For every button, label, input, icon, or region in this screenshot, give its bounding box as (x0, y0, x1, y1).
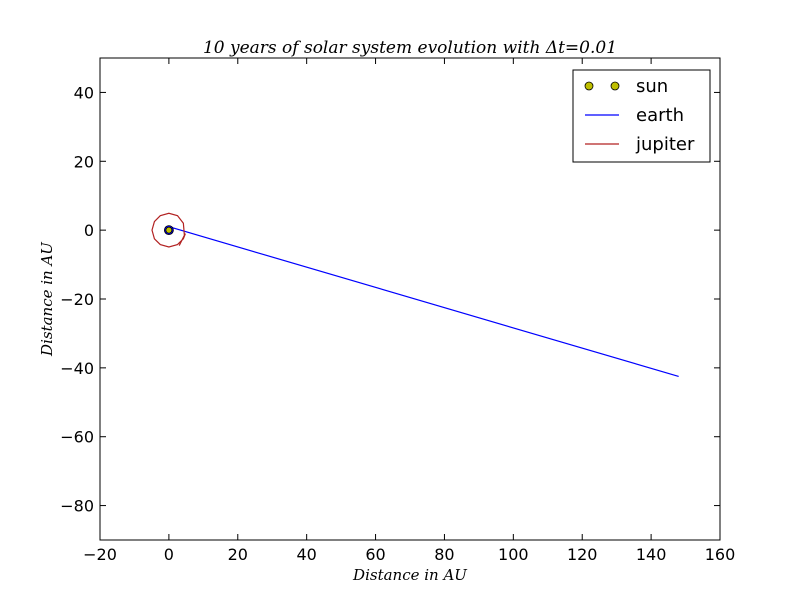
x-tick-label: 0 (164, 545, 174, 564)
y-axis-label: Distance in AU (38, 241, 56, 357)
x-tick-label: 60 (365, 545, 385, 564)
y-tick-label: −80 (60, 497, 94, 516)
jupiter-trajectory (151, 212, 186, 248)
y-tick-label: −60 (60, 428, 94, 447)
x-tick-label: 160 (705, 545, 736, 564)
sun-marker (165, 226, 173, 234)
x-axis-label: Distance in AU (352, 566, 468, 584)
legend: sun earth jupiter (572, 69, 711, 163)
y-tick-label: 0 (84, 221, 94, 240)
x-axis: −20 0 20 40 60 80 100 120 140 160 (83, 58, 735, 564)
legend-sun-marker (610, 81, 620, 91)
y-tick-label: 20 (74, 152, 94, 171)
legend-sun-label: sun (636, 76, 668, 97)
x-tick-label: −20 (83, 545, 117, 564)
x-tick-label: 40 (296, 545, 316, 564)
x-tick-label: 120 (567, 545, 598, 564)
legend-jupiter-label: jupiter (635, 134, 695, 155)
legend-earth-label: earth (636, 105, 684, 126)
x-tick-label: 80 (434, 545, 454, 564)
x-tick-label: 100 (498, 545, 529, 564)
legend-sun-marker (584, 81, 594, 91)
y-tick-label: 40 (74, 83, 94, 102)
y-tick-label: −40 (60, 359, 94, 378)
x-tick-label: 140 (636, 545, 667, 564)
y-axis: 40 20 0 −20 −40 −60 −80 (60, 83, 720, 516)
chart-title: 10 years of solar system evolution with … (203, 38, 617, 58)
x-tick-label: 20 (228, 545, 248, 564)
series-layer (151, 212, 679, 378)
legend-frame (572, 69, 711, 163)
y-tick-label: −20 (60, 290, 94, 309)
